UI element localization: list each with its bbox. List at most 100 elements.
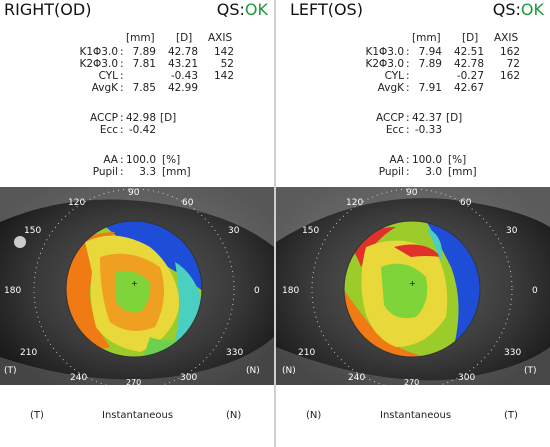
axis-label-60: 60 [182, 198, 194, 208]
axis-label-120: 120 [68, 198, 85, 208]
footer-left-marker: (N) [306, 410, 322, 421]
map-boundary [65, 220, 203, 358]
aa-label: AA [103, 154, 118, 166]
stats-row-aa: AA: 100.0 [%] [0, 154, 274, 166]
row-d: 42.67 [453, 82, 484, 94]
header-mm: [mm] [126, 32, 155, 44]
axis-marker-left: (T) [4, 366, 17, 376]
accp-unit: [D] [446, 112, 463, 124]
qs-prefix: QS: [216, 0, 245, 19]
eyelid-upper [0, 187, 274, 247]
axis-ring [311, 188, 513, 385]
row-label: AvgK [91, 82, 118, 94]
footer-left-marker: (T) [30, 410, 44, 421]
row-mm: 7.94 [418, 46, 442, 58]
accp-label: ACCP [376, 112, 404, 124]
ecc-value: -0.42 [128, 124, 156, 136]
aa-unit: [%] [162, 154, 181, 166]
axis-marker-left: (N) [282, 366, 296, 376]
row-d: -0.27 [456, 70, 484, 82]
stats-row-accp: ACCP: 42.98 [D] [0, 112, 274, 124]
ecc-label: Ecc [385, 124, 404, 136]
accp-value: 42.37 [411, 112, 442, 124]
qs-status: OK [520, 0, 544, 19]
aa-unit: [%] [448, 154, 467, 166]
eyelid-lower [276, 347, 550, 385]
pupil-value: 3.0 [425, 166, 442, 178]
eye-title: RIGHT(OD) [4, 0, 92, 19]
row-label: CYL [384, 70, 404, 82]
axis-marker-right: (T) [524, 366, 537, 376]
map-type-label: Instantaneous [380, 410, 452, 421]
axis-label-210: 210 [20, 348, 37, 358]
row-label: K2Φ3.0 [79, 58, 118, 70]
right-eye-panel: RIGHT(OD) QS:OK [mm] [D] AXIS K1Φ3.0: 7.… [0, 0, 274, 447]
row-axis: 162 [499, 70, 520, 82]
axis-label-270: 270 [126, 378, 141, 385]
axis-label-180: 180 [282, 286, 299, 296]
left-eye-panel: LEFT(OS) QS:OK [mm] [D] AXIS K1Φ3.0: 7.9… [276, 0, 550, 447]
ecc-label: Ecc [99, 124, 118, 136]
stats-row-pupil: Pupil: 3.0 [mm] [286, 166, 550, 178]
row-axis: 162 [499, 46, 520, 58]
corneal-topography-map: + 90 120 60 150 30 180 0 210 330 240 300… [0, 187, 274, 385]
axis-label-300: 300 [180, 373, 197, 383]
axis-label-240: 240 [70, 373, 87, 383]
row-d: -0.43 [170, 70, 198, 82]
axis-label-150: 150 [24, 226, 41, 236]
stats-row-k2: K2Φ3.0: 7.81 43.21 52 [0, 58, 274, 70]
axis-label-270: 270 [404, 378, 419, 385]
row-mm: 7.85 [132, 82, 156, 94]
footer-right-marker: (N) [226, 410, 242, 421]
row-mm: 7.91 [418, 82, 442, 94]
row-d: 42.99 [167, 82, 198, 94]
aa-value: 100.0 [411, 154, 442, 166]
axis-label-300: 300 [458, 373, 475, 383]
row-axis: 52 [220, 58, 234, 70]
panel-header: LEFT(OS) QS:OK [276, 0, 550, 22]
stats-header-row: [mm] [D] AXIS [286, 32, 550, 44]
row-mm: 7.89 [132, 46, 156, 58]
axis-label-120: 120 [346, 198, 363, 208]
center-cross: + [409, 279, 416, 288]
stats-row-k1: K1Φ3.0: 7.89 42.78 142 [0, 46, 274, 58]
axis-label-0: 0 [254, 286, 260, 296]
row-label: CYL [98, 70, 118, 82]
panel-header: RIGHT(OD) QS:OK [0, 0, 274, 22]
stats-row-avgk: AvgK: 7.85 42.99 [0, 82, 274, 94]
row-label: AvgK [377, 82, 404, 94]
axis-label-150: 150 [302, 226, 319, 236]
eye-title: LEFT(OS) [290, 0, 363, 19]
stats-row-aa: AA: 100.0 [%] [286, 154, 550, 166]
map-footer: (N) Instantaneous (T) [276, 410, 550, 428]
row-axis: 72 [506, 58, 520, 70]
axis-label-240: 240 [348, 373, 365, 383]
ecc-value: -0.33 [414, 124, 442, 136]
accp-value: 42.98 [125, 112, 156, 124]
row-mm: 7.89 [418, 58, 442, 70]
axis-label-180: 180 [4, 286, 21, 296]
center-cross: + [131, 279, 138, 288]
stats-row-k2: K2Φ3.0: 7.89 42.78 72 [286, 58, 550, 70]
eyelid-lower [0, 337, 274, 385]
quality-score: QS:OK [493, 0, 544, 19]
qs-prefix: QS: [492, 0, 521, 19]
pupil-label: Pupil [378, 166, 404, 178]
header-mm: [mm] [412, 32, 441, 44]
light-reflection [14, 236, 26, 248]
axis-label-330: 330 [504, 348, 521, 358]
map-boundary [343, 220, 481, 358]
header-d: [D] [462, 32, 479, 44]
row-label: K1Φ3.0 [79, 46, 118, 58]
axis-label-0: 0 [532, 286, 538, 296]
row-axis: 142 [213, 46, 234, 58]
eyelid-upper [276, 187, 550, 242]
aa-label: AA [389, 154, 404, 166]
row-label: K1Φ3.0 [365, 46, 404, 58]
header-axis: AXIS [494, 32, 519, 44]
axis-label-90: 90 [406, 188, 418, 198]
stats-row-cyl: CYL: -0.27 162 [286, 70, 550, 82]
aa-value: 100.0 [125, 154, 156, 166]
row-d: 43.21 [167, 58, 198, 70]
footer-right-marker: (T) [504, 410, 518, 421]
